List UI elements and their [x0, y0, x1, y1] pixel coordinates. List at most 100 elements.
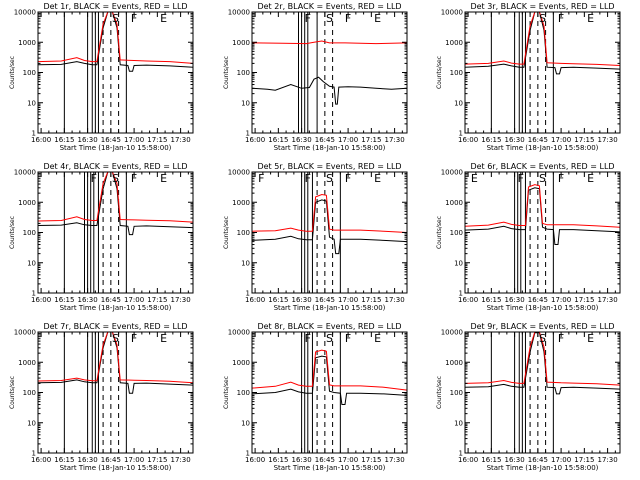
region-label: S	[539, 172, 546, 185]
region-label: E	[374, 172, 381, 185]
x-tick-label: 17:00	[124, 296, 144, 304]
region-label: F	[558, 172, 564, 185]
y-tick-label: 10000	[228, 169, 250, 177]
y-tick-label: 100	[450, 229, 463, 237]
x-tick-label: 16:45	[528, 456, 548, 464]
y-tick-label: 100	[237, 229, 250, 237]
x-tick-label: 16:15	[268, 296, 288, 304]
x-tick-label: 17:15	[361, 456, 381, 464]
x-tick-label: 17:15	[574, 136, 594, 144]
y-tick-label: 10	[27, 99, 36, 107]
x-tick-label: 17:30	[171, 296, 191, 304]
y-tick-label: 10	[27, 419, 36, 427]
x-tick-label: 17:15	[147, 456, 167, 464]
y-tick-label: 10000	[441, 169, 463, 177]
y-tick-label: 1000	[445, 199, 463, 207]
region-label: F	[305, 12, 311, 25]
y-tick-label: 10000	[228, 9, 250, 17]
y-tick-label: 100	[450, 389, 463, 397]
x-tick-label: 17:00	[124, 456, 144, 464]
y-tick-label: 10	[454, 259, 463, 267]
y-tick-label: 1	[246, 290, 250, 298]
x-axis-label: Start Time (18-Jan-10 15:58:00)	[274, 144, 386, 152]
region-label: F	[558, 332, 564, 345]
region-label: S	[326, 172, 333, 185]
x-tick-label: 16:30	[292, 136, 312, 144]
x-tick-label: 16:15	[54, 136, 74, 144]
y-tick-label: 1000	[18, 359, 36, 367]
y-tick-label: 1000	[445, 359, 463, 367]
x-tick-label: 17:00	[338, 296, 358, 304]
events-series-line	[251, 355, 408, 405]
x-tick-label: 16:15	[481, 456, 501, 464]
x-tick-label: 16:45	[315, 456, 335, 464]
y-tick-label: 10000	[14, 169, 36, 177]
x-tick-label: 16:15	[268, 456, 288, 464]
y-axis-label: Counts/sec	[9, 376, 16, 409]
y-tick-label: 1000	[232, 359, 250, 367]
x-tick-label: 16:30	[505, 296, 525, 304]
x-tick-label: 16:45	[101, 296, 121, 304]
x-tick-label: 17:00	[338, 136, 358, 144]
x-tick-label: 16:00	[31, 296, 51, 304]
lld-series-line	[251, 349, 408, 391]
region-label: E	[374, 332, 381, 345]
panel-title: Det 3r, BLACK = Events, RED = LLD	[470, 2, 614, 11]
y-axis-label: Counts/sec	[223, 216, 230, 249]
x-tick-label: 17:15	[574, 456, 594, 464]
region-label: S	[539, 12, 546, 25]
region-label: E	[374, 12, 381, 25]
x-tick-label: 17:00	[551, 136, 571, 144]
x-tick-label: 17:00	[338, 456, 358, 464]
region-label: F	[345, 12, 351, 25]
y-tick-label: 100	[237, 389, 250, 397]
y-tick-label: 10000	[441, 329, 463, 337]
x-tick-label: 16:45	[528, 136, 548, 144]
panel-title: Det 9r, BLACK = Events, RED = LLD	[470, 322, 614, 331]
region-label: S	[326, 12, 333, 25]
x-tick-label: 17:30	[598, 296, 618, 304]
y-tick-label: 1	[459, 290, 463, 298]
region-label: S	[112, 172, 119, 185]
region-label: E	[471, 172, 478, 185]
plot-frame	[251, 11, 408, 134]
lld-series-line	[464, 184, 621, 228]
x-tick-label: 17:30	[598, 136, 618, 144]
x-tick-label: 17:30	[171, 456, 191, 464]
plot-frame	[37, 11, 194, 134]
x-axis-label: Start Time (18-Jan-10 15:58:00)	[274, 304, 386, 312]
panel-title: Det 6r, BLACK = Events, RED = LLD	[470, 162, 614, 171]
region-label: S	[539, 332, 546, 345]
plot-frame	[37, 171, 194, 294]
x-tick-label: 17:30	[385, 296, 405, 304]
y-tick-label: 10	[454, 419, 463, 427]
y-tick-label: 100	[23, 69, 36, 77]
x-axis-label: Start Time (18-Jan-10 15:58:00)	[60, 464, 172, 472]
x-tick-label: 16:00	[31, 456, 51, 464]
x-tick-label: 17:00	[551, 456, 571, 464]
events-series-line	[464, 11, 621, 75]
panel-title: Det 4r, BLACK = Events, RED = LLD	[43, 162, 187, 171]
events-series-line	[37, 331, 194, 394]
region-label: E	[587, 332, 594, 345]
y-tick-label: 10	[241, 259, 250, 267]
x-tick-label: 16:30	[78, 296, 98, 304]
y-tick-label: 10000	[14, 329, 36, 337]
x-tick-label: 17:30	[171, 136, 191, 144]
y-tick-label: 100	[237, 69, 250, 77]
y-tick-label: 1000	[18, 39, 36, 47]
x-tick-label: 17:00	[551, 296, 571, 304]
panel-title: Det 5r, BLACK = Events, RED = LLD	[257, 162, 401, 171]
x-tick-label: 16:15	[54, 296, 74, 304]
plot-frame	[464, 171, 621, 294]
region-label: E	[587, 172, 594, 185]
plot-frame	[464, 331, 621, 454]
region-label: E	[587, 12, 594, 25]
y-tick-label: 1	[459, 450, 463, 458]
y-tick-label: 10	[241, 419, 250, 427]
region-label: F	[305, 332, 311, 345]
x-tick-label: 16:15	[54, 456, 74, 464]
